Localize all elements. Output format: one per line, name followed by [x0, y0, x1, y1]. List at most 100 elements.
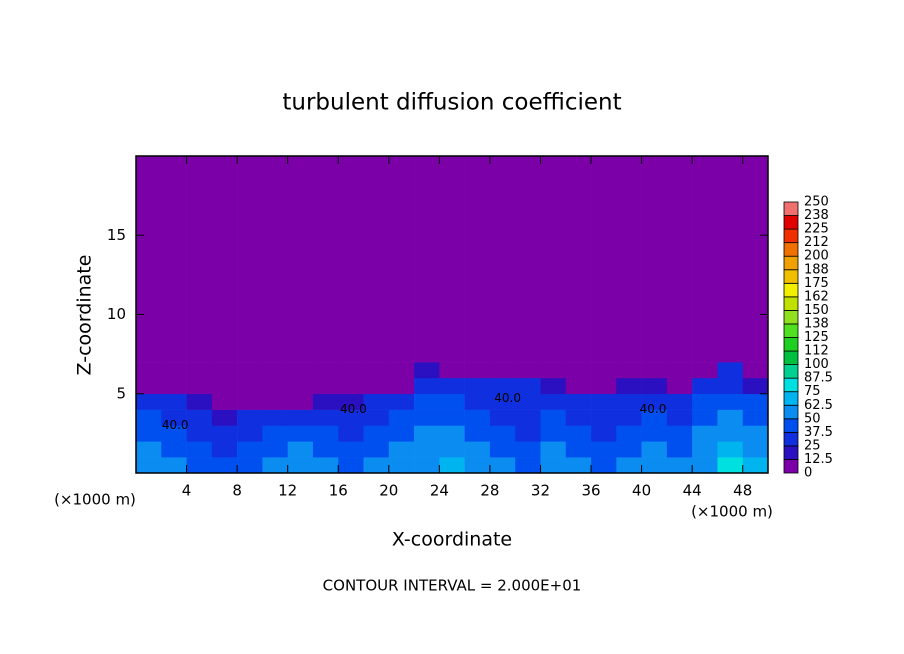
field-cell — [464, 156, 491, 363]
colorbar-cell — [783, 242, 799, 257]
field-cell — [161, 362, 187, 379]
field-cell — [515, 156, 541, 363]
field-cell — [439, 156, 465, 363]
colorbar-cell — [783, 296, 799, 311]
field-cell — [287, 457, 314, 474]
field-cell — [338, 362, 364, 379]
field-cell — [338, 425, 364, 442]
field-cell — [464, 425, 491, 442]
field-cell — [641, 377, 668, 395]
x-tick-label: 44 — [683, 482, 702, 500]
field-cell — [641, 409, 668, 426]
field-cell — [742, 425, 769, 442]
field-cell — [515, 441, 541, 458]
colorbar-label: 62.5 — [804, 398, 833, 413]
x-tick-label: 8 — [232, 482, 242, 500]
field-cell — [717, 156, 744, 363]
field-cell — [312, 156, 339, 363]
field-cell — [186, 362, 213, 379]
field-cell — [616, 156, 642, 363]
field-cell — [464, 409, 491, 426]
field-cell — [312, 457, 339, 474]
field-cell — [262, 377, 288, 395]
colorbar-label: 200 — [804, 249, 829, 264]
field-cell — [161, 441, 187, 458]
field-cell — [287, 362, 314, 379]
colorbar-label: 250 — [804, 195, 829, 210]
field-cell — [136, 409, 162, 426]
field-cell — [565, 441, 592, 458]
field-cell — [489, 457, 516, 474]
colorbar-label: 25 — [804, 438, 821, 453]
field-cell — [565, 425, 592, 442]
field-cell — [666, 409, 693, 426]
field-cell — [136, 156, 162, 363]
colorbar-label: 212 — [804, 235, 829, 250]
field-cell — [211, 156, 238, 363]
field-cell — [414, 377, 440, 395]
field-cell — [388, 441, 415, 458]
colorbar-label: 188 — [804, 262, 829, 277]
field-cell — [666, 425, 693, 442]
field-cell — [515, 377, 541, 395]
field-cell — [136, 362, 162, 379]
field-cell — [515, 362, 541, 379]
field-cell — [742, 409, 769, 426]
field-cell — [237, 409, 263, 426]
field-cell — [591, 393, 617, 410]
field-cell — [211, 393, 238, 410]
colorbar-label: 87.5 — [804, 371, 833, 386]
field-cell — [540, 457, 567, 474]
field-cell — [489, 362, 516, 379]
field-cell — [161, 425, 187, 442]
field-cell — [312, 362, 339, 379]
field-cell — [312, 441, 339, 458]
field-cell — [565, 362, 592, 379]
x-unit-label: (×1000 m) — [691, 503, 773, 521]
field-cell — [565, 393, 592, 410]
x-tick-label: 20 — [379, 482, 398, 500]
field-cell — [363, 377, 390, 395]
field-cell — [717, 393, 744, 410]
field-cell — [489, 377, 516, 395]
field-cell — [515, 409, 541, 426]
field-cell — [237, 362, 263, 379]
colorbar-label: 112 — [804, 344, 829, 359]
x-tick-label: 4 — [182, 482, 192, 500]
field-cell — [439, 409, 465, 426]
field-cell — [666, 362, 693, 379]
field-cell — [161, 377, 187, 395]
colorbar-label: 12.5 — [804, 452, 833, 467]
field-cell — [363, 362, 390, 379]
field-cell — [363, 425, 390, 442]
contour-label: 40.0 — [494, 391, 521, 405]
field-cell — [136, 457, 162, 474]
field-cell — [211, 409, 238, 426]
field-cell — [591, 377, 617, 395]
field-cell — [591, 362, 617, 379]
colorbar-cell — [783, 418, 799, 433]
x-tick-label: 32 — [531, 482, 550, 500]
field-cell — [136, 377, 162, 395]
colorbar-cell — [783, 459, 799, 474]
field-cell — [540, 409, 567, 426]
colorbar-label: 125 — [804, 330, 829, 345]
colorbar-cell — [783, 201, 799, 216]
field-cell — [414, 362, 440, 379]
field-cell — [414, 441, 440, 458]
field-cell — [515, 393, 541, 410]
field-cell — [464, 377, 491, 395]
field-cell — [186, 377, 213, 395]
field-cell — [363, 441, 390, 458]
field-cell — [717, 362, 744, 379]
field-cell — [388, 156, 415, 363]
field-cell — [591, 457, 617, 474]
field-cell — [666, 441, 693, 458]
field-cell — [237, 393, 263, 410]
field-cell — [717, 409, 744, 426]
field-cell — [211, 441, 238, 458]
field-cell — [540, 377, 567, 395]
field-cell — [363, 457, 390, 474]
colorbar-cell — [783, 350, 799, 365]
field-cell — [211, 362, 238, 379]
